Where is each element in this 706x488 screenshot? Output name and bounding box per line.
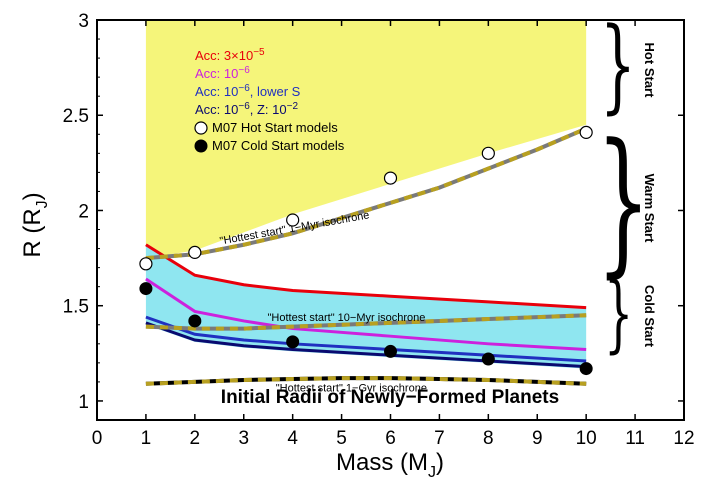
hot-start-model-point <box>383 171 398 185</box>
series-line-1 <box>145 243 587 310</box>
cold-start-region <box>145 244 587 369</box>
legend-cold-marker <box>194 139 208 153</box>
warm-start-brace: } <box>596 110 651 292</box>
legend-entry-2: Acc: 10−6 <box>195 65 250 81</box>
cold-start-model-point <box>579 362 593 376</box>
x-tick-label: 6 <box>385 428 396 449</box>
x-tick-label: 3 <box>238 428 249 449</box>
cold-start-brace: } <box>604 264 633 362</box>
y-tick-label: 3 <box>78 11 89 32</box>
y-tick-label: 1.5 <box>63 297 89 318</box>
legend-hot-label: M07 Hot Start models <box>212 120 338 135</box>
x-tick-label: 10 <box>576 428 597 449</box>
isochrone-label-3: "Hottest start" 1−Gyr isochrone <box>276 382 427 394</box>
cold-start-label: Cold Start <box>642 285 657 348</box>
isochrone-label-2: "Hottest start" 10−Myr isochrone <box>268 312 426 324</box>
legend-entry-3: Acc: 10−6, lower S <box>195 83 301 99</box>
x-axis-title: Mass (MJ) <box>336 449 444 481</box>
hot-start-model-point <box>139 257 153 271</box>
hot-start-region <box>145 20 587 259</box>
x-tick-label: 5 <box>336 428 347 449</box>
y-tick-label: 2.5 <box>63 106 89 127</box>
legend-hot-marker <box>194 121 208 135</box>
y-tick-label: 2 <box>78 201 89 222</box>
legend-entry-1: Acc: 3×10−5 <box>195 47 265 63</box>
x-tick-label: 11 <box>625 428 645 449</box>
chart-title: Initial Radii of Newly−Formed Planets <box>221 387 559 408</box>
x-tick-label: 7 <box>434 428 445 449</box>
y-tick-label: 1 <box>78 392 89 413</box>
hot-start-brace: } <box>600 5 636 125</box>
isochrone-line-3 <box>145 376 587 386</box>
x-tick-label: 2 <box>190 428 201 449</box>
hot-start-model-point <box>286 213 300 227</box>
cold-start-model-point <box>188 314 202 328</box>
hot-start-model-point <box>579 125 593 139</box>
isochrone-line-1 <box>145 126 587 261</box>
cold-start-model-point <box>481 352 495 366</box>
cold-start-model-point <box>139 282 153 296</box>
x-tick-label: 9 <box>532 428 543 449</box>
x-tick-label: 8 <box>483 428 494 449</box>
y-axis-title: R (RJ) <box>19 192 51 257</box>
cold-start-model-point <box>286 335 300 349</box>
x-tick-label: 1 <box>141 428 152 449</box>
isochrone-line-2 <box>145 313 587 331</box>
hot-start-model-point <box>188 245 202 259</box>
hot-start-label: Hot Start <box>642 43 657 99</box>
x-tick-label: 0 <box>92 428 103 449</box>
x-tick-label: 12 <box>673 428 694 449</box>
legend-entry-4: Acc: 10−6, Z: 10−2 <box>195 101 298 117</box>
cold-start-model-point <box>384 344 397 358</box>
warm-start-label: Warm Start <box>642 174 657 244</box>
x-tick-label: 4 <box>287 428 298 449</box>
legend-cold-label: M07 Cold Start models <box>212 138 345 153</box>
hot-start-model-point <box>481 146 495 160</box>
